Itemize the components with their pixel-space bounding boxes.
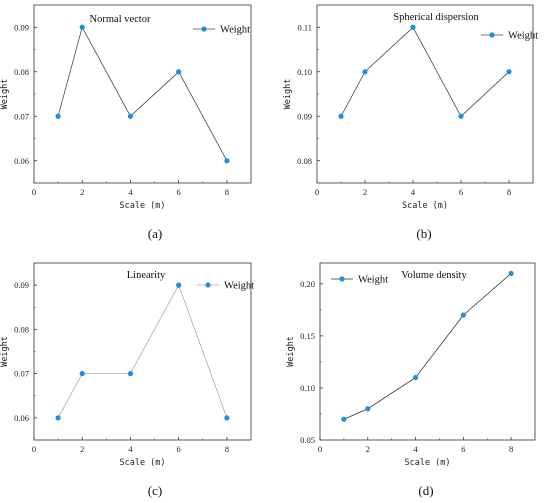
y-tick-label: 0.10 (297, 67, 312, 77)
data-point (55, 415, 61, 421)
legend-marker (489, 32, 495, 38)
x-tick-label: 2 (363, 187, 367, 197)
y-tick-label: 0.11 (297, 22, 312, 32)
panel-caption: (c) (148, 483, 162, 498)
x-tick-label: 6 (177, 444, 181, 454)
y-tick-label: 0.09 (297, 111, 312, 121)
x-tick-label: 2 (80, 187, 84, 197)
data-point (506, 69, 512, 75)
series-line-weight (57, 284, 228, 419)
x-tick-label: 2 (80, 444, 84, 454)
x-tick-label: 0 (32, 187, 36, 197)
y-axis-label: Weight (286, 336, 296, 367)
x-tick-label: 2 (366, 444, 370, 454)
y-tick-label: 0.07 (14, 369, 29, 379)
y-tick-label: 0.05 (300, 435, 315, 445)
chart-title: Normal vector (90, 14, 151, 25)
series-line-weight (57, 26, 228, 161)
data-point (55, 113, 61, 119)
x-tick-label: 8 (507, 187, 511, 197)
y-axis-label: Weight (283, 79, 293, 110)
y-axis-label: Weight (0, 336, 10, 367)
y-tick-label: 0.10 (300, 383, 315, 393)
y-tick-label: 0.07 (14, 111, 29, 121)
y-tick-label: 0.06 (14, 413, 29, 423)
data-point (410, 24, 416, 30)
legend-marker (339, 276, 345, 282)
data-point (127, 371, 134, 377)
chart-title: Volume density (401, 270, 467, 281)
x-tick-label: 4 (413, 444, 418, 454)
plot-frame (319, 262, 536, 441)
x-tick-label: 0 (32, 444, 36, 454)
chart-panel-b: 0 2 4 6 8 0.08 0.09 0.10 0.11 Scale (m) Weight Sphe… (283, 4, 538, 241)
data-point (508, 270, 514, 277)
data-point (458, 113, 464, 119)
y-axis-label: Weight (0, 79, 10, 110)
data-point (127, 113, 134, 119)
y-tick-label: 0.20 (300, 279, 315, 289)
legend-label: Weight (358, 275, 388, 286)
x-tick-label: 8 (225, 444, 229, 454)
legend-marker (201, 26, 207, 32)
chart-title: Linearity (127, 270, 166, 281)
data-point (338, 113, 344, 119)
data-point (224, 158, 230, 164)
x-tick-label: 8 (225, 187, 229, 197)
data-point (176, 69, 182, 75)
x-tick-label: 4 (128, 187, 133, 197)
data-point (460, 312, 466, 318)
y-tick-label: 0.15 (300, 331, 315, 341)
x-tick-label: 6 (177, 187, 181, 197)
plot-frame (316, 4, 534, 184)
legend-marker (205, 282, 211, 288)
y-tick-label: 0.08 (297, 156, 312, 166)
data-point (412, 374, 419, 381)
data-point (176, 282, 182, 288)
x-tick-label: 6 (461, 444, 465, 454)
x-tick-label: 4 (411, 187, 416, 197)
data-point (224, 415, 230, 421)
plot-frame (33, 4, 252, 184)
x-tick-label: 0 (315, 187, 319, 197)
panel-caption: (a) (148, 226, 162, 241)
x-tick-label: 0 (318, 444, 322, 454)
panel-caption: (d) (418, 483, 433, 498)
data-point (362, 69, 368, 75)
legend-label: Weight (224, 281, 254, 292)
y-tick-label: 0.08 (14, 67, 29, 77)
x-axis-label: Scale (m) (404, 458, 450, 468)
y-tick-label: 0.09 (14, 280, 29, 290)
y-tick-label: 0.08 (14, 324, 29, 334)
data-point (341, 416, 347, 422)
data-point (79, 24, 85, 30)
panel-caption: (b) (416, 226, 431, 241)
chart-panel-a: 0 2 4 6 8 0.06 0.07 0.08 0.09 Scale (m) Weight Norm… (0, 4, 252, 241)
chart-panel-d: 0 2 4 6 8 0.05 0.10 0.15 0.20 Scale (m) Weight Volu… (286, 262, 536, 498)
chart-title: Spherical dispersion (393, 12, 479, 23)
y-tick-label: 0.06 (14, 156, 29, 166)
x-tick-label: 8 (509, 444, 513, 454)
x-tick-label: 4 (128, 444, 133, 454)
x-axis-label: Scale (m) (119, 201, 165, 211)
legend-label: Weight (220, 25, 250, 36)
data-point (365, 406, 371, 412)
series-line-weight (343, 273, 512, 420)
y-tick-label: 0.09 (14, 22, 29, 32)
data-point (79, 371, 85, 377)
chart-panel-c: 0 2 4 6 8 0.06 0.07 0.08 0.09 Scale (m) Weight Line… (0, 262, 254, 498)
legend-label: Weight (508, 31, 538, 42)
x-axis-label: Scale (m) (119, 458, 165, 468)
x-tick-label: 6 (459, 187, 463, 197)
x-axis-label: Scale (m) (402, 201, 448, 211)
